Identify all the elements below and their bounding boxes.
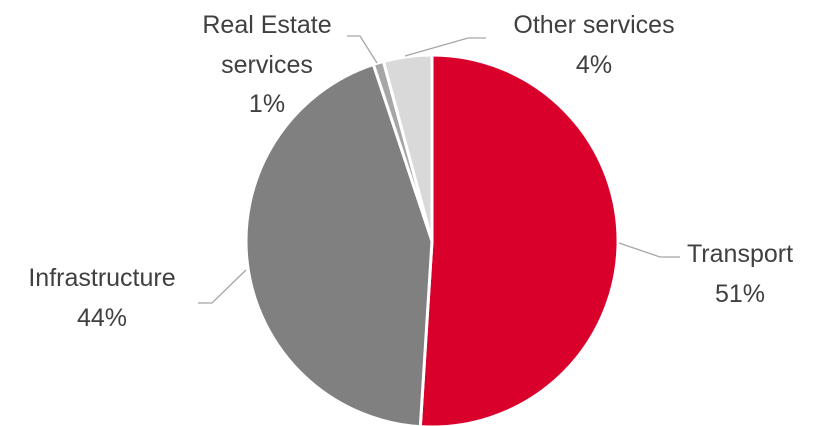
label-real-estate: Real Estate services 1% [202, 11, 331, 118]
pie-slices [244, 53, 620, 426]
pie-slice-infrastructure [244, 62, 434, 426]
leader-line-real-estate [347, 35, 378, 64]
pie-slice-transport [418, 53, 620, 426]
leader-line-other-services [404, 37, 486, 57]
leader-lines [198, 35, 680, 304]
leader-line-infrastructure [198, 269, 247, 304]
leader-line-transport [618, 242, 680, 258]
slice-label-infrastructure-name: Infrastructure [28, 264, 175, 292]
slice-label-other-services-percent: 4% [576, 51, 612, 79]
slice-label-transport-name: Transport [687, 240, 793, 268]
pie-slice-other-services [381, 53, 434, 243]
label-other-services: Other services 4% [513, 11, 674, 79]
slice-label-real-estate-name-line1: Real Estate [202, 11, 331, 39]
slice-label-other-services-name: Other services [513, 11, 674, 39]
slice-label-real-estate-percent: 1% [249, 90, 285, 118]
label-transport: Transport 51% [687, 240, 793, 308]
label-infrastructure: Infrastructure 44% [28, 264, 175, 332]
slice-label-transport-percent: 51% [715, 280, 765, 308]
slice-label-real-estate-name-line2: services [221, 51, 313, 79]
slice-label-infrastructure-percent: 44% [77, 304, 127, 332]
